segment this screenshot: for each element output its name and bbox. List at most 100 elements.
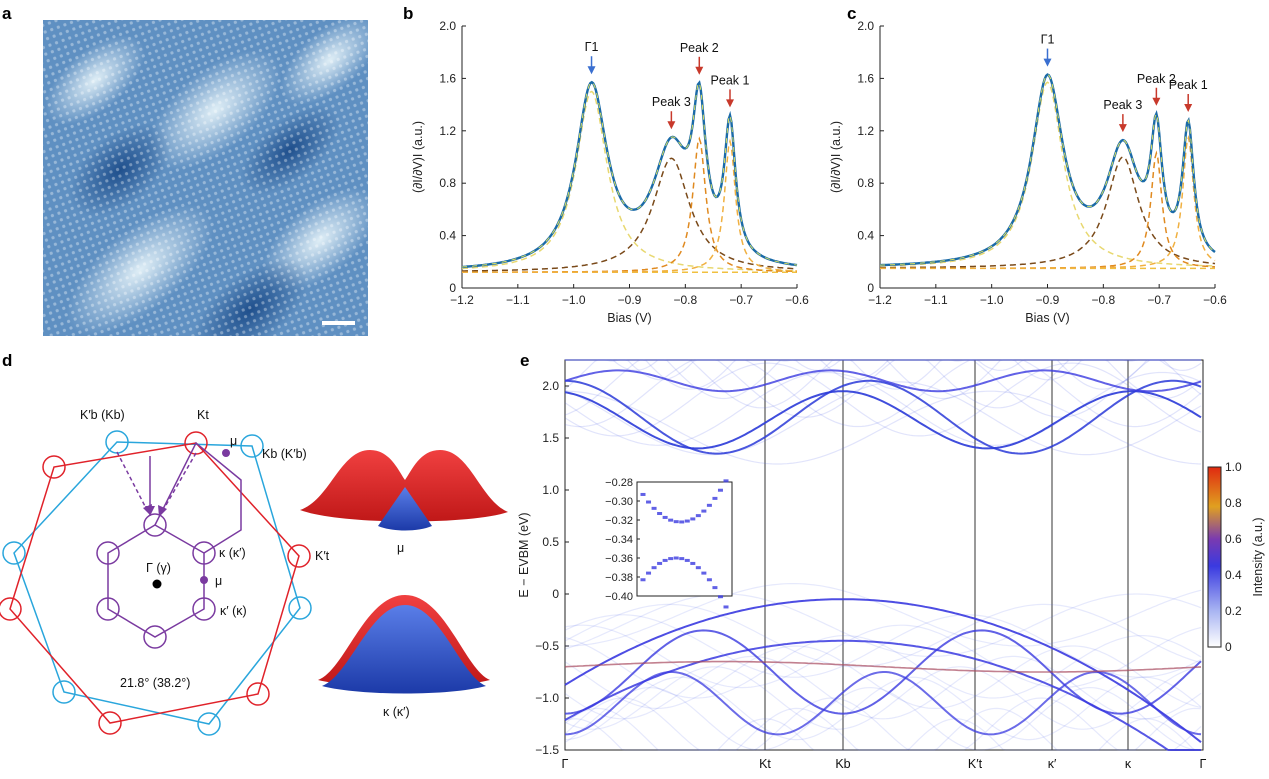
y-axis-label: (∂I/∂V)I (a.u.) <box>411 121 425 193</box>
faint-conduction-band <box>565 359 1202 400</box>
peak-arrowhead <box>667 121 676 130</box>
moire-corner-circle <box>96 597 120 621</box>
inset-valence-pixel <box>701 571 707 575</box>
y-tick-label: −0.5 <box>535 639 559 653</box>
faint-conduction-band <box>564 362 1202 437</box>
y-tick-label: 1.6 <box>857 71 874 85</box>
inset-conduction-pixel <box>662 515 668 519</box>
inset-y-tick-label: −0.34 <box>605 534 633 546</box>
arrowhead <box>143 504 152 516</box>
faint-valence-band <box>564 686 1202 751</box>
y-tick-label: 1.0 <box>542 483 559 497</box>
faint-valence-band <box>564 603 1202 668</box>
peak-marker-Peak1: Peak 1 <box>1169 78 1208 112</box>
x-tick-label: −0.7 <box>729 293 753 307</box>
label-kb: Kb (K′b) <box>262 447 307 461</box>
peak-label: Peak 3 <box>1103 98 1142 112</box>
inset-conduction-pixel <box>657 512 663 515</box>
x-axis-label: Bias (V) <box>607 311 651 325</box>
inset-y-tick-label: −0.28 <box>605 477 633 489</box>
conduction-band <box>564 390 1202 450</box>
fit-Peak3 <box>462 157 798 272</box>
conduction-band <box>564 369 1202 393</box>
y-tick-label: 0 <box>449 281 456 295</box>
inset-conduction-pixel <box>690 517 696 521</box>
x-tick-label: −1.1 <box>924 293 948 307</box>
peak-marker-Gamma1: Γ1 <box>1041 33 1054 67</box>
inset-conduction-pixel <box>651 506 657 510</box>
sts-plot-c: 0 0.4 0.8 1.2 1.6 2.0 −1.2 −1.1 −1.0 −0.9 −0.8 −0.7… <box>829 19 1227 325</box>
bottom-corner-circle <box>2 541 26 565</box>
top-layer-bz <box>9 442 300 724</box>
y-tick-label: 2.0 <box>857 19 874 33</box>
mu-point-mid <box>200 576 208 584</box>
y-axis-label: (∂I/∂V)I (a.u.) <box>829 121 843 193</box>
label-mu-top: μ <box>230 434 237 448</box>
k-point-label: Kb <box>835 757 850 771</box>
moire-arrow-dashed <box>116 451 149 513</box>
inset-valence-pixel <box>723 605 729 609</box>
x-tick-label: −1.2 <box>450 293 474 307</box>
peak-arrowhead <box>1152 97 1161 106</box>
y-tick-label: 2.0 <box>439 19 456 33</box>
faint-valence-band <box>564 707 1202 751</box>
gamma-point <box>152 579 162 589</box>
inset-y-tick-label: −0.32 <box>605 515 633 527</box>
fit-Gamma1 <box>461 90 797 272</box>
surface-kappa: κ (κ′) <box>318 595 490 719</box>
y-tick-label: 1.2 <box>439 124 456 138</box>
faint-valence-band <box>564 697 1202 751</box>
inset-valence-pixel <box>657 561 663 565</box>
inset-valence-pixel <box>673 556 679 560</box>
y-tick-label: −1.0 <box>535 691 559 705</box>
moire-corner-circle <box>96 541 120 565</box>
faint-conduction-band <box>564 359 1201 418</box>
x-tick-label: −0.6 <box>785 293 809 307</box>
arrowhead <box>158 505 167 517</box>
moire-corner-circle <box>192 541 216 565</box>
brillouin-zone-diagram: K′b (Kb) Kt Kb (K′b) μ κ (κ′) Γ (γ) μ κ′… <box>0 408 330 736</box>
moire-arrow-dashed <box>161 452 197 513</box>
label-kt-prime: K′t <box>315 549 330 563</box>
moire-corner-circle <box>143 513 167 537</box>
inset-valence-pixel <box>651 566 657 570</box>
peak-label: Γ1 <box>585 40 599 54</box>
peak-label: Peak 2 <box>1137 72 1176 86</box>
peak-marker-Peak2: Peak 2 <box>1137 72 1176 106</box>
faint-conduction-band <box>565 359 1201 390</box>
inset-conduction-pixel <box>646 500 652 504</box>
label-kappa: κ (κ′) <box>219 546 246 560</box>
peak-marker-Peak2: Peak 2 <box>680 41 719 75</box>
y-tick-label: 0 <box>867 281 874 295</box>
top-corner-circle <box>42 455 66 479</box>
colorbar-tick-label: 0.6 <box>1225 532 1242 546</box>
top-corner-circle <box>246 682 270 706</box>
label-mu-mid: μ <box>215 574 222 588</box>
surface-mu-label: μ <box>397 541 404 555</box>
peak-arrowhead <box>1118 124 1127 133</box>
x-tick-label: −1.2 <box>868 293 892 307</box>
inset-valence-pixel <box>717 595 723 599</box>
peak-marker-Peak1: Peak 1 <box>711 73 750 108</box>
inset-valence-pixel <box>712 586 718 590</box>
bottom-corner-circle <box>288 596 312 620</box>
peak-marker-Peak3: Peak 3 <box>1103 98 1142 133</box>
y-tick-label: −1.5 <box>535 743 559 757</box>
faint-conduction-band <box>565 359 1201 381</box>
inset-conduction-pixel <box>723 479 729 483</box>
panel-a-letter: a <box>2 4 12 23</box>
k-point-label: κ′ <box>1048 757 1057 771</box>
x-tick-label: −0.9 <box>1036 293 1060 307</box>
bottom-corner-circle <box>197 712 221 736</box>
peak-arrowhead <box>1184 103 1193 112</box>
kt-prime-circle <box>287 544 311 568</box>
colorbar <box>1207 466 1222 648</box>
faint-valence-band <box>564 676 1202 741</box>
inset-valence-pixel <box>640 578 646 582</box>
moire-path <box>154 441 242 554</box>
inset-valence-pixel <box>668 557 674 561</box>
colorbar-tick-label: 1.0 <box>1225 460 1242 474</box>
peak-marker-Gamma1: Γ1 <box>585 40 599 75</box>
inset-y-tick-label: −0.40 <box>605 591 633 603</box>
